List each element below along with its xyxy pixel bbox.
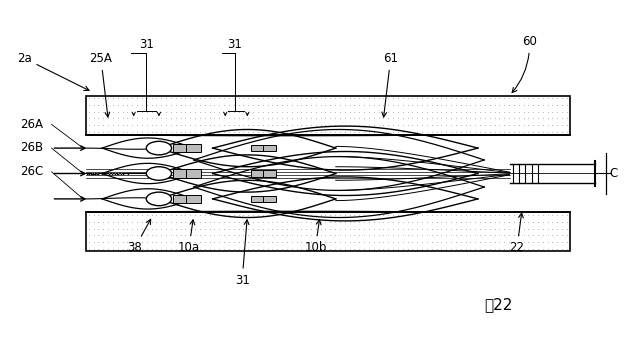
Text: 31: 31	[139, 38, 154, 51]
Text: 26B: 26B	[20, 142, 43, 154]
Text: 10b: 10b	[304, 220, 326, 254]
Text: 2a: 2a	[17, 52, 89, 91]
Bar	[250, 195, 263, 202]
Text: 31: 31	[235, 220, 250, 287]
Text: 26A: 26A	[20, 118, 43, 131]
Text: 図22: 図22	[484, 297, 513, 312]
Text: 25A: 25A	[90, 52, 112, 117]
Circle shape	[147, 192, 172, 206]
Circle shape	[147, 141, 172, 155]
Text: 31: 31	[227, 38, 242, 51]
Text: 38: 38	[127, 219, 150, 254]
Bar	[263, 170, 276, 177]
Bar	[263, 195, 276, 202]
Bar	[173, 195, 189, 203]
Bar	[86, 96, 570, 135]
Text: 22: 22	[509, 213, 525, 254]
Text: 60: 60	[512, 35, 537, 93]
Text: 61: 61	[382, 52, 398, 117]
Bar	[86, 212, 570, 251]
Circle shape	[147, 167, 172, 180]
Bar	[250, 145, 263, 152]
Bar	[186, 144, 201, 152]
Text: 10a: 10a	[178, 220, 200, 254]
Bar	[173, 169, 189, 178]
Bar	[186, 169, 201, 178]
Bar	[186, 195, 201, 203]
Bar	[250, 170, 263, 177]
Text: C: C	[609, 167, 618, 180]
Text: 26C: 26C	[20, 165, 44, 178]
Bar	[173, 144, 189, 152]
Bar	[263, 145, 276, 152]
